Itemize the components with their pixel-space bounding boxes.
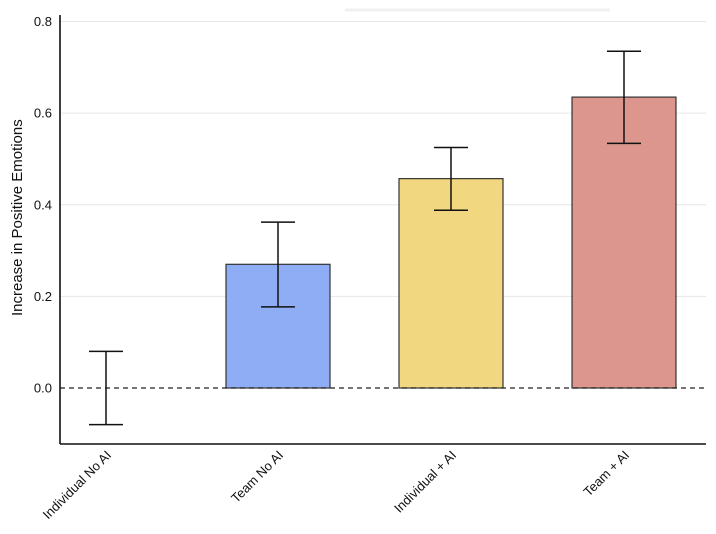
y-tick-label-0.8: 0.8 xyxy=(34,14,52,29)
y-tick-label-0.0: 0.0 xyxy=(34,381,52,396)
error-bar-1 xyxy=(89,350,123,426)
x-category-label-1: Individual No AI xyxy=(40,448,114,522)
y-tick-label-0.2: 0.2 xyxy=(34,289,52,304)
x-category-label-2: Team No AI xyxy=(228,448,286,506)
bars xyxy=(225,96,677,389)
y-tick-label-0.4: 0.4 xyxy=(34,197,52,212)
error-bar-4 xyxy=(607,50,641,145)
error-bars xyxy=(89,50,641,426)
x-category-label-4: Team + AI xyxy=(580,448,632,500)
error-bar-2 xyxy=(261,221,295,308)
y-tick-label-0.6: 0.6 xyxy=(34,106,52,121)
x-category-label-3: Individual + AI xyxy=(391,448,459,516)
axes xyxy=(59,15,706,445)
y-axis-title: Increase in Positive Emotions xyxy=(9,119,26,316)
error-bar-3 xyxy=(434,146,468,211)
